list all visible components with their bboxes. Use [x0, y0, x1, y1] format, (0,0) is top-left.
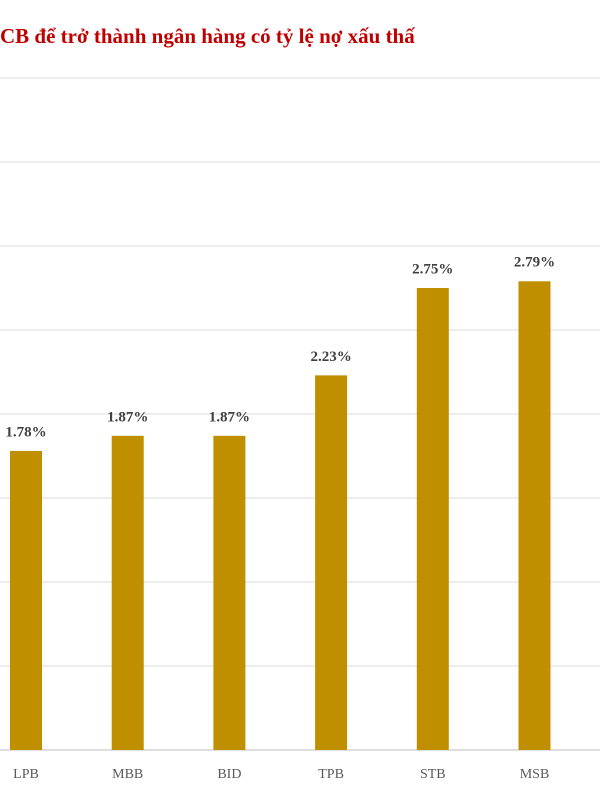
x-tick-label: LPB — [13, 767, 39, 782]
bar — [213, 435, 246, 750]
chart-title: CB để trở thành ngân hàng có tỷ lệ nợ xấ… — [0, 24, 415, 48]
x-tick-label: MSB — [520, 767, 550, 782]
value-label: 2.79% — [514, 255, 555, 271]
value-label: 1.87% — [107, 409, 148, 425]
bar — [10, 450, 42, 750]
bar — [111, 435, 144, 750]
bar — [315, 375, 348, 750]
x-tick-label: STB — [420, 767, 446, 782]
value-label: 1.87% — [209, 409, 250, 425]
x-tick-label: BID — [217, 767, 241, 782]
bar — [518, 281, 551, 750]
x-tick-label: MBB — [112, 767, 143, 782]
value-label: 2.23% — [310, 349, 351, 365]
bar — [416, 288, 449, 750]
x-tick-label: TPB — [318, 767, 344, 782]
value-label: 1.78% — [5, 424, 46, 440]
value-label: 2.75% — [412, 261, 453, 277]
